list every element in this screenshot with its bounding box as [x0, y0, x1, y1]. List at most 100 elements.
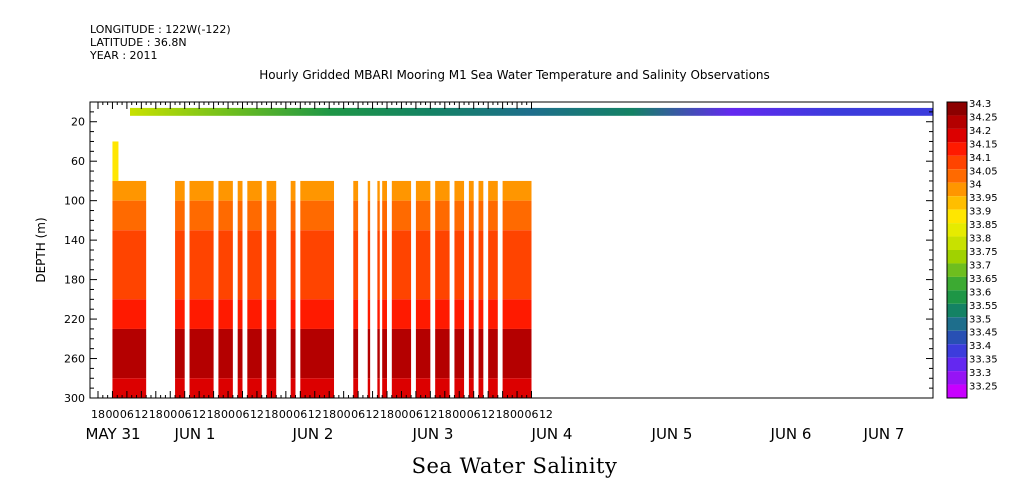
data-cell — [237, 200, 243, 231]
data-cell — [391, 230, 412, 300]
colorbar-swatch — [947, 276, 967, 291]
data-cell — [435, 328, 450, 379]
data-cell — [189, 200, 214, 231]
colorbar-swatch — [947, 344, 967, 358]
data-cell — [218, 200, 233, 231]
y-tick-label: 300 — [64, 392, 85, 405]
longitude-label: LONGITUDE : 122W(-122) — [90, 23, 231, 36]
surface-band — [130, 107, 933, 116]
data-cell — [189, 328, 214, 379]
data-cell — [377, 378, 380, 398]
x-axis-title: Sea Water Salinity — [411, 454, 618, 478]
data-cell — [218, 180, 233, 201]
x-tick-label: 06 — [120, 408, 134, 421]
data-cell — [300, 328, 335, 379]
data-cell — [468, 328, 474, 379]
data-cell — [175, 180, 185, 201]
colorbar-label: 34.05 — [969, 166, 998, 177]
x-axis: 18 00 06 12 18 00 06 12 18 00 06 12 18 00 06 12 18 00 06 12… — [85, 102, 904, 443]
data-cell — [454, 328, 465, 379]
y-tick-label: 180 — [64, 274, 85, 287]
x-day-label: JUN 3 — [412, 425, 454, 443]
colorbar-label: 34 — [969, 180, 982, 191]
x-tick-label: 06 — [178, 408, 192, 421]
colorbar-swatch — [947, 115, 967, 129]
data-cell — [382, 299, 387, 329]
data-cell — [266, 180, 277, 201]
x-day-label: MAY 31 — [85, 425, 140, 443]
data-cell — [189, 299, 214, 329]
colorbar-frame — [946, 101, 968, 399]
data-cell — [502, 200, 532, 231]
data-cell — [391, 328, 412, 379]
x-tick-label: 12 — [192, 408, 206, 421]
data-cell — [112, 299, 147, 329]
data-cell — [353, 378, 359, 398]
data-cell — [189, 180, 214, 201]
x-tick-label: 18 — [438, 408, 452, 421]
data-cell — [290, 299, 296, 329]
colorbar-label: 33.4 — [969, 341, 991, 352]
y-tick-label: 20 — [71, 116, 85, 129]
colorbar-label: 33.65 — [969, 274, 998, 285]
data-cell — [290, 328, 296, 379]
colorbar-label: 33.9 — [969, 207, 991, 218]
x-tick-label: 06 — [525, 408, 539, 421]
data-cell — [391, 299, 412, 329]
x-tick-label: 06 — [409, 408, 423, 421]
data-cell — [266, 328, 277, 379]
data-cell — [382, 230, 387, 300]
x-day-label: JUN 1 — [174, 425, 216, 443]
colorbar-swatch — [947, 236, 967, 250]
data-cell — [112, 180, 147, 201]
data-cell — [488, 230, 498, 300]
data-cell — [435, 200, 450, 231]
y-axis-label: DEPTH (m) — [34, 217, 48, 282]
data-cell — [454, 299, 465, 329]
data-cell — [353, 328, 359, 379]
data-cell — [247, 230, 262, 300]
latitude-label: LATITUDE : 36.8N — [90, 36, 187, 49]
data-cell — [353, 299, 359, 329]
data-cell — [112, 230, 147, 300]
data-cell — [435, 180, 450, 201]
colorbar-label: 33.55 — [969, 301, 998, 312]
data-cell — [415, 378, 431, 398]
x-tick-label: 18 — [207, 408, 221, 421]
y-tick-label: 260 — [64, 353, 85, 366]
data-cell — [415, 299, 431, 329]
data-cell — [367, 328, 371, 379]
y-tick-label: 60 — [71, 155, 85, 168]
data-cell — [189, 230, 214, 300]
x-tick-label: 00 — [452, 408, 466, 421]
colorbar-label: 33.3 — [969, 368, 991, 379]
data-cell — [290, 180, 296, 201]
data-cell — [478, 328, 484, 379]
data-cell — [353, 200, 359, 231]
data-cell — [247, 328, 262, 379]
colorbar-swatch — [947, 102, 967, 116]
data-cell — [454, 200, 465, 231]
x-tick-label: 18 — [496, 408, 510, 421]
colorbar-label: 34.1 — [969, 153, 991, 164]
colorbar-swatch — [947, 263, 967, 277]
chart-title: Hourly Gridded MBARI Mooring M1 Sea Wate… — [259, 68, 770, 82]
colorbar-swatch — [947, 371, 967, 385]
colorbar-swatch — [947, 209, 967, 224]
x-tick-label: 12 — [308, 408, 322, 421]
colorbar: 34.3 34.25 34.2 34.15 34.1 34.05 34 33.95 33.9 33… — [946, 99, 998, 399]
data-cell — [478, 180, 484, 201]
data-cell — [237, 180, 243, 201]
colorbar-label: 33.7 — [969, 260, 991, 271]
data-cell — [112, 378, 147, 398]
colorbar-label: 34.15 — [969, 139, 998, 150]
data-cell — [290, 378, 296, 398]
colorbar-label: 34.25 — [969, 112, 998, 123]
data-cell — [377, 230, 380, 300]
data-cell — [112, 200, 147, 231]
data-cell — [502, 328, 532, 379]
x-day-label: JUN 6 — [770, 425, 812, 443]
x-tick-label: 12 — [539, 408, 553, 421]
x-tick-label: 00 — [279, 408, 293, 421]
